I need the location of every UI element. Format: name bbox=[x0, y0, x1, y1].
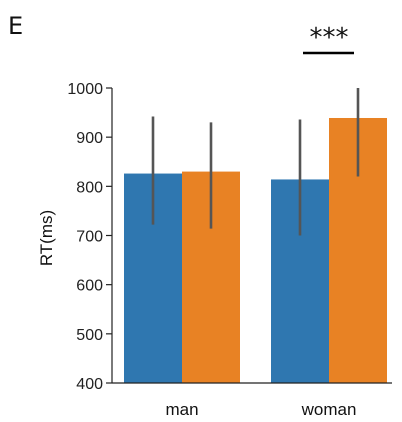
error-bars-group bbox=[151, 88, 360, 236]
bars-group bbox=[124, 117, 387, 383]
y-axis-title: RT(ms) bbox=[37, 210, 56, 266]
y-tick-label: 400 bbox=[76, 376, 103, 393]
y-tick-label: 800 bbox=[76, 179, 103, 196]
x-labels-group: man woman bbox=[165, 400, 356, 419]
y-ticks-group: 400 500 600 700 800 900 1000 bbox=[67, 81, 112, 393]
y-tick-label: 500 bbox=[76, 327, 103, 344]
panel-letter: E bbox=[8, 12, 23, 40]
y-tick-label: 600 bbox=[76, 278, 103, 295]
significance-stars: *** bbox=[310, 23, 349, 53]
y-tick-label: 1000 bbox=[67, 81, 103, 98]
x-category-label: woman bbox=[301, 400, 357, 419]
x-category-label: man bbox=[165, 400, 198, 419]
y-tick-label: 900 bbox=[76, 130, 103, 147]
y-tick-label: 700 bbox=[76, 229, 103, 246]
